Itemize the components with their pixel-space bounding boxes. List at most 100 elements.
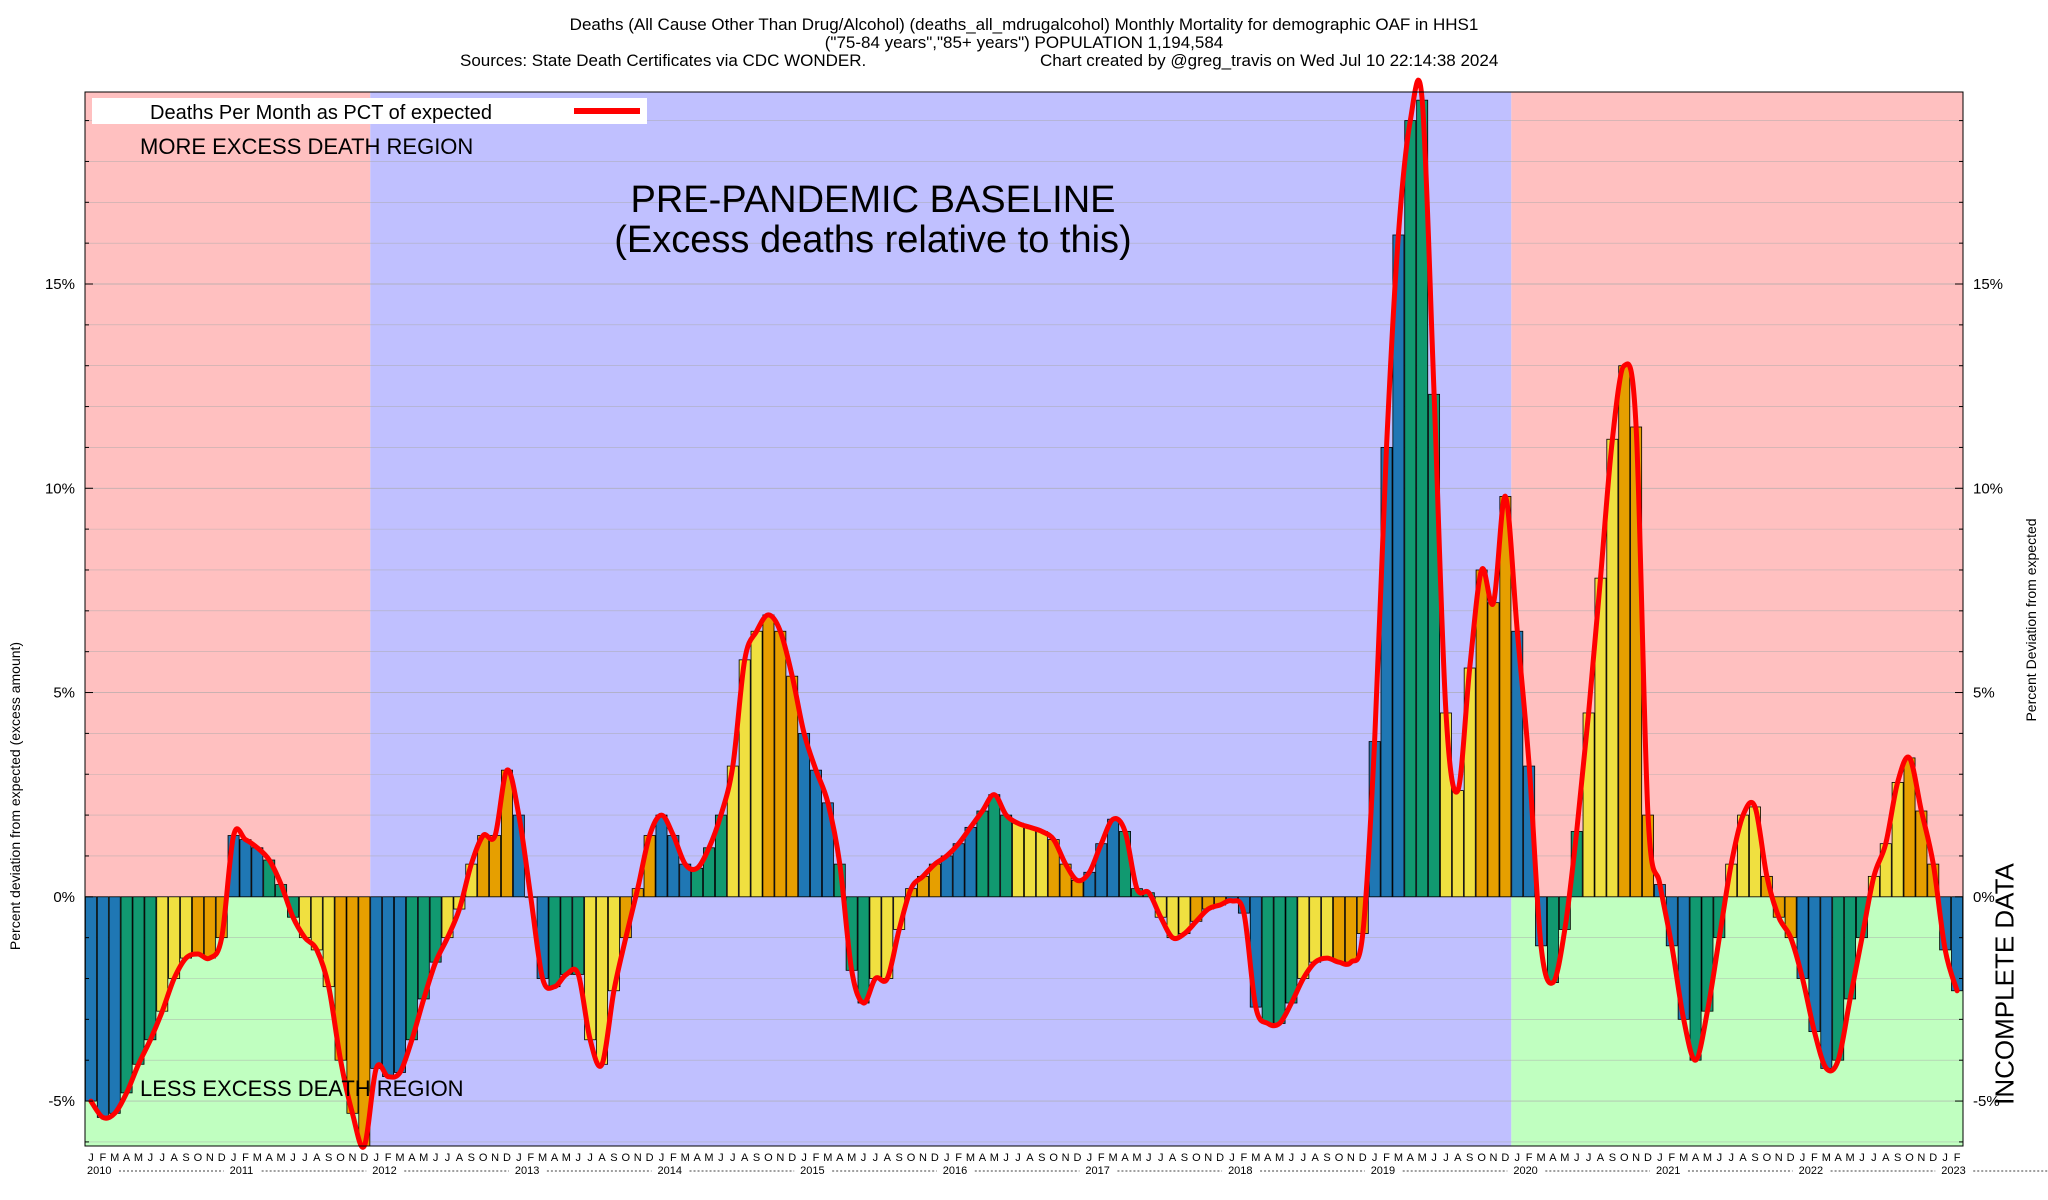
bar — [548, 896, 561, 988]
legend: Deaths Per Month as PCT of expected — [92, 98, 647, 124]
x-month-label: S — [325, 1152, 332, 1164]
x-month-label: J — [302, 1152, 308, 1164]
x-month-label: A — [170, 1152, 178, 1164]
plot-frame — [84, 91, 1964, 1147]
baseline-label-line2: (Excess deaths relative to this) — [614, 219, 1131, 261]
chart-title-line2: ("75-84 years","85+ years") POPULATION 1… — [825, 33, 1223, 52]
x-month-label: J — [88, 1152, 94, 1164]
x-month-label: F — [527, 1152, 534, 1164]
x-month-label: M — [681, 1152, 690, 1164]
x-month-label: J — [1574, 1152, 1580, 1164]
bar — [810, 769, 822, 898]
x-month-label: F — [1241, 1152, 1248, 1164]
legend-box — [92, 98, 647, 124]
x-month-label: J — [1859, 1152, 1865, 1164]
x-year-label: 2021 — [1656, 1165, 1680, 1177]
x-year-label: 2022 — [1799, 1165, 1823, 1177]
bar — [786, 675, 799, 898]
bar — [762, 614, 775, 898]
bar — [382, 896, 395, 1077]
x-month-label: A — [1549, 1152, 1557, 1164]
x-month-label: O — [622, 1152, 631, 1164]
x-month-label: A — [1407, 1152, 1415, 1164]
bar — [1297, 896, 1310, 979]
bar — [964, 826, 977, 898]
bar — [774, 630, 787, 898]
x-month-label: S — [1181, 1152, 1188, 1164]
less-excess-region-post — [1511, 896, 1963, 1146]
x-year-label: 2017 — [1085, 1165, 1109, 1177]
y-axis-ticks: -5% -5% 0% 0% 5% 5% 10% 10% 15% 15% — [45, 120, 2003, 1143]
y-tick-label-right: 15% — [1973, 276, 2003, 293]
x-month-label: O — [1763, 1152, 1772, 1164]
bar — [750, 630, 763, 898]
x-month-label: O — [1620, 1152, 1629, 1164]
x-month-label: J — [373, 1152, 379, 1164]
bar — [976, 810, 989, 898]
x-month-label: J — [861, 1152, 867, 1164]
x-month-label: M — [134, 1152, 143, 1164]
y-tick-label-left: 5% — [53, 685, 75, 702]
x-year-label: 2012 — [372, 1165, 396, 1177]
x-year-label: 2010 — [87, 1165, 111, 1177]
bar — [144, 896, 157, 1041]
x-month-label: J — [1717, 1152, 1723, 1164]
x-month-label: S — [1466, 1152, 1473, 1164]
x-month-label: A — [693, 1152, 701, 1164]
x-month-label: F — [1954, 1152, 1961, 1164]
x-month-label: J — [1003, 1152, 1009, 1164]
x-month-label: J — [1586, 1152, 1592, 1164]
x-year-label: 2014 — [658, 1165, 682, 1177]
x-month-label: A — [884, 1152, 892, 1164]
bar — [1689, 896, 1702, 1061]
x-month-label: A — [1264, 1152, 1272, 1164]
x-month-label: O — [336, 1152, 345, 1164]
x-month-label: N — [1204, 1152, 1212, 1164]
x-month-label: J — [1728, 1152, 1734, 1164]
x-month-label: O — [1335, 1152, 1344, 1164]
x-month-label: D — [788, 1152, 796, 1164]
bar — [203, 896, 216, 959]
x-month-label: J — [1871, 1152, 1877, 1164]
bars — [85, 99, 1963, 1147]
x-month-label: J — [1431, 1152, 1437, 1164]
x-month-label: S — [468, 1152, 475, 1164]
bar — [1000, 814, 1013, 898]
x-month-label: A — [979, 1152, 987, 1164]
y-tick-label-right: -5% — [1973, 1093, 2000, 1110]
x-month-label: M — [1845, 1152, 1854, 1164]
bar — [370, 896, 383, 1069]
bar — [1344, 896, 1357, 963]
x-month-label: M — [253, 1152, 262, 1164]
incomplete-data-label: INCOMPLETE DATA — [1990, 862, 2020, 1104]
x-month-label: D — [1501, 1152, 1509, 1164]
x-month-label: D — [1359, 1152, 1367, 1164]
bar — [857, 896, 870, 1004]
x-month-label: A — [456, 1152, 464, 1164]
x-month-label: J — [873, 1152, 879, 1164]
x-month-label: J — [718, 1152, 724, 1164]
x-month-label: J — [1015, 1152, 1021, 1164]
x-year-label: 2018 — [1228, 1165, 1252, 1177]
x-month-label: J — [1800, 1152, 1806, 1164]
x-month-label: N — [1632, 1152, 1640, 1164]
x-month-label: M — [277, 1152, 286, 1164]
x-month-label: F — [1811, 1152, 1818, 1164]
bar — [1273, 896, 1286, 1024]
x-month-label: F — [1526, 1152, 1533, 1164]
x-month-label: O — [1477, 1152, 1486, 1164]
x-month-label: S — [896, 1152, 903, 1164]
x-month-label: A — [1026, 1152, 1034, 1164]
x-month-label: M — [990, 1152, 999, 1164]
x-month-label: F — [1668, 1152, 1675, 1164]
x-month-label: N — [206, 1152, 214, 1164]
y-tick-label-left: 15% — [45, 276, 75, 293]
x-month-label: M — [1418, 1152, 1427, 1164]
x-month-label: D — [360, 1152, 368, 1164]
x-month-label: J — [1942, 1152, 1948, 1164]
x-month-label: N — [1917, 1152, 1925, 1164]
x-month-label: D — [1216, 1152, 1224, 1164]
x-month-label: S — [1894, 1152, 1901, 1164]
bar — [191, 896, 204, 955]
x-month-label: D — [503, 1152, 511, 1164]
